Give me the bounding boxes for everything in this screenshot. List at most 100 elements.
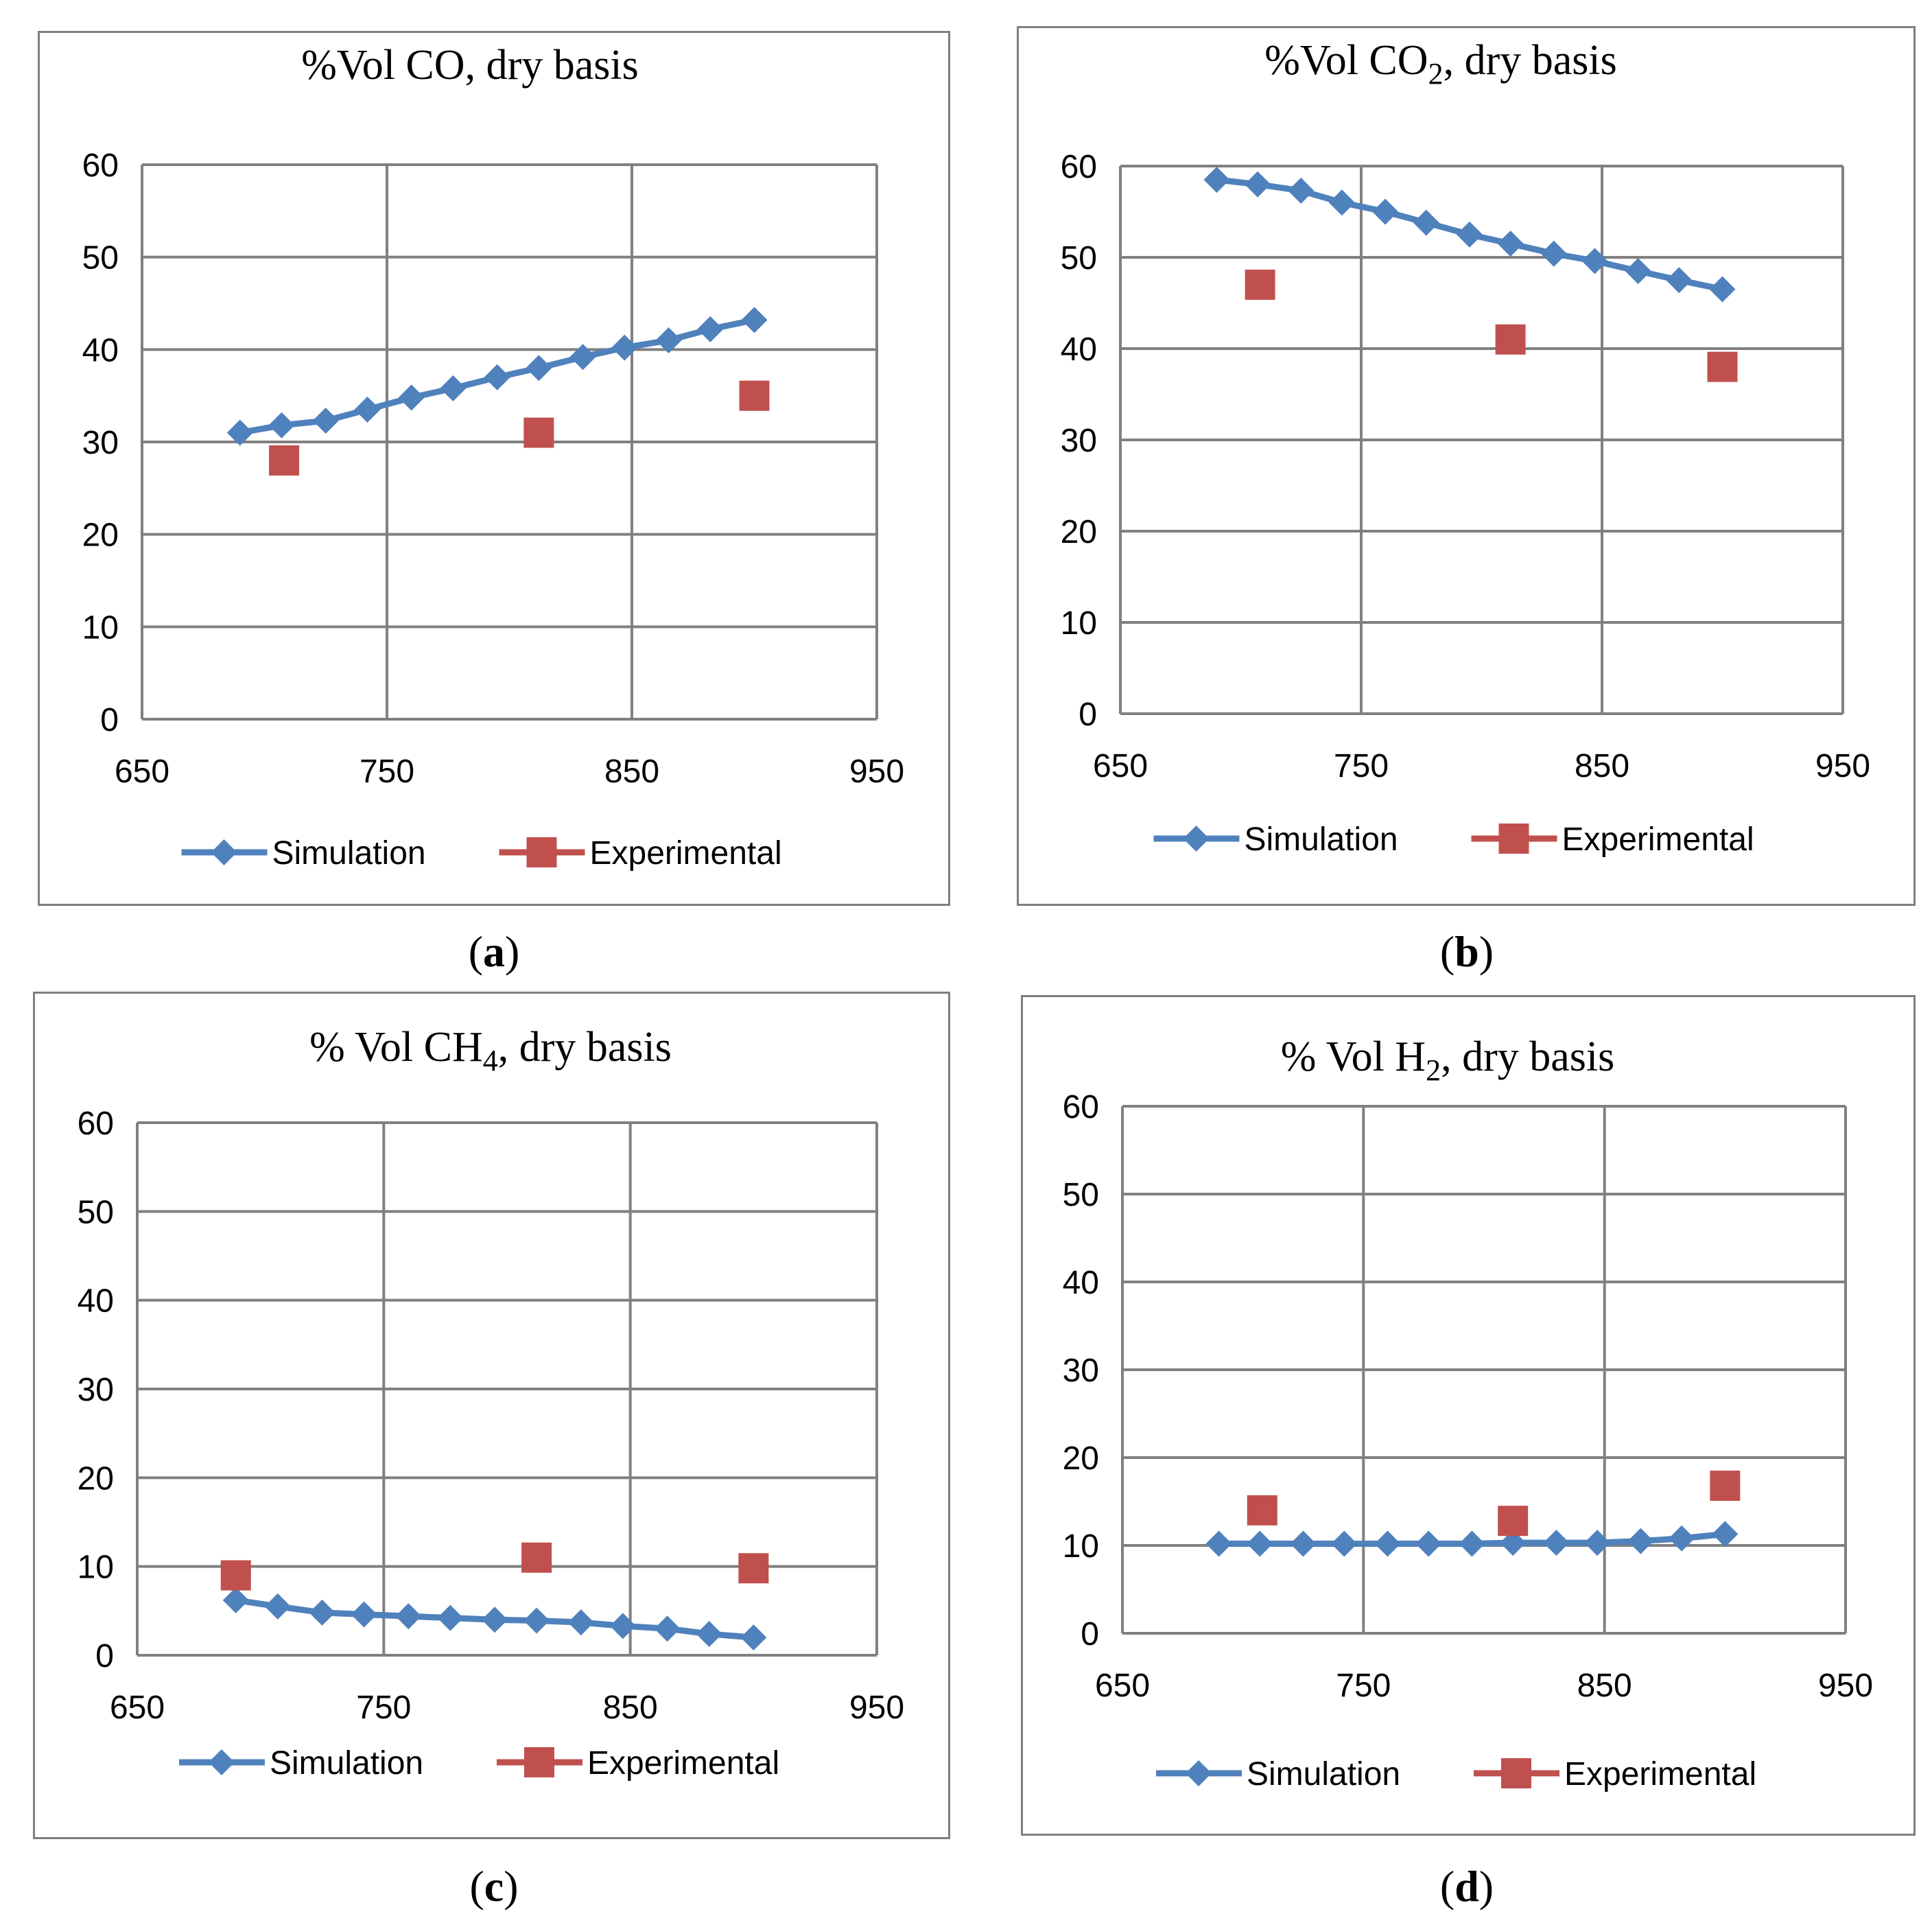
simulation-point — [740, 1624, 767, 1651]
x-tick-label: 750 — [1336, 1668, 1391, 1704]
experimental-point — [220, 1560, 251, 1591]
y-tick-label: 50 — [1063, 1177, 1099, 1213]
y-tick-label: 60 — [1063, 1089, 1099, 1125]
legend-simulation-label: Simulation — [1245, 821, 1398, 858]
chart-title: %Vol CO, dry basis — [301, 42, 638, 89]
x-tick-label: 850 — [604, 754, 659, 790]
simulation-point — [523, 1607, 550, 1634]
y-tick-label: 40 — [82, 332, 119, 369]
chart-title-rest: , dry basis — [1441, 1033, 1614, 1080]
y-tick-label: 10 — [1063, 1528, 1099, 1565]
x-tick-label: 650 — [1095, 1668, 1150, 1704]
simulation-point — [482, 1607, 508, 1633]
chart-title: %Vol CO2, dry basis — [1264, 37, 1616, 91]
simulation-point — [697, 316, 724, 342]
experimental-point — [523, 417, 554, 448]
chart-title-subscript: 2 — [1426, 1053, 1441, 1087]
simulation-point — [1543, 1530, 1570, 1556]
x-tick-label: 850 — [1577, 1668, 1632, 1704]
panel-a-frame — [38, 31, 950, 906]
x-tick-label: 650 — [1093, 748, 1148, 784]
y-tick-label: 40 — [1061, 331, 1097, 368]
simulation-point — [696, 1620, 722, 1647]
simulation-point — [1290, 1530, 1317, 1557]
y-tick-label: 20 — [78, 1460, 114, 1497]
panel-a-caption: (a) — [468, 927, 520, 976]
simulation-point — [611, 334, 638, 361]
legend-experimental-label: Experimental — [1564, 1756, 1756, 1792]
simulation-point — [440, 375, 467, 401]
simulation-point — [1500, 1530, 1527, 1556]
chart-d: % Vol H2, dry basis 0 10 20 30 40 50 60 650 750 85… — [1063, 1033, 1873, 1792]
y-tick-label: 40 — [78, 1283, 114, 1320]
legend-experimental-marker — [1501, 1758, 1531, 1788]
simulation-point — [354, 396, 381, 423]
chart-title-rest: , dry basis — [1444, 37, 1617, 84]
y-tick-label: 0 — [1079, 697, 1097, 733]
chart-title-main: %Vol CO — [301, 42, 464, 89]
chart-title: % Vol CH4, dry basis — [309, 1024, 672, 1077]
experimental-point — [1498, 1506, 1529, 1537]
simulation-point — [1581, 248, 1608, 275]
simulation-point — [1540, 240, 1567, 267]
x-tick-label: 950 — [849, 754, 904, 790]
y-tick-label: 50 — [78, 1194, 114, 1230]
chart-b: %Vol CO2, dry basis 0 10 20 30 40 50 60 650 750 85… — [1061, 37, 1870, 858]
chart-title-rest: , dry basis — [465, 42, 639, 89]
chart-title-subscript: 4 — [483, 1044, 498, 1077]
y-tick-label: 40 — [1063, 1265, 1099, 1301]
y-tick-label: 60 — [78, 1106, 114, 1142]
chart-c: % Vol CH4, dry basis 0 10 20 30 40 50 60 650 750 8… — [78, 1024, 904, 1782]
experimental-point — [1495, 324, 1526, 355]
y-tick-label: 30 — [78, 1372, 114, 1408]
chart-a: %Vol CO, dry basis 0 10 20 30 40 50 60 650 750 850… — [82, 42, 904, 872]
x-tick-label: 950 — [1815, 748, 1870, 784]
legend-simulation-label: Simulation — [272, 835, 426, 872]
x-tick-label: 850 — [603, 1690, 658, 1726]
y-tick-label: 30 — [1063, 1353, 1099, 1389]
caption-letter: a — [483, 927, 505, 976]
panel-c-caption: (c) — [469, 1862, 519, 1911]
simulation-point — [1669, 1525, 1695, 1552]
legend-simulation-marker — [1186, 1760, 1212, 1786]
chart-title-rest: , dry basis — [498, 1024, 672, 1071]
legend-experimental-label: Experimental — [587, 1745, 779, 1782]
legend-experimental-marker — [526, 837, 557, 867]
experimental-point — [1245, 269, 1275, 300]
x-tick-label: 650 — [110, 1690, 165, 1726]
simulation-point — [526, 355, 552, 382]
experimental-point — [1710, 1470, 1741, 1501]
legend-simulation-label: Simulation — [1247, 1756, 1400, 1792]
legend-simulation-marker — [211, 839, 237, 865]
simulation-point — [569, 344, 596, 371]
legend-experimental-label: Experimental — [1562, 821, 1754, 858]
y-tick-label: 10 — [82, 609, 119, 646]
y-tick-label: 20 — [82, 517, 119, 554]
simulation-point — [1331, 1530, 1358, 1557]
simulation-point — [437, 1604, 464, 1631]
y-tick-label: 50 — [82, 240, 119, 277]
simulation-point — [222, 1587, 249, 1613]
simulation-point — [1627, 1528, 1654, 1554]
simulation-point — [1245, 171, 1271, 198]
simulation-point — [655, 327, 682, 353]
chart-title: % Vol H2, dry basis — [1281, 1033, 1614, 1087]
simulation-point — [1203, 166, 1230, 193]
y-tick-label: 0 — [100, 702, 119, 738]
simulation-point — [395, 1603, 422, 1630]
simulation-point — [1712, 1521, 1739, 1548]
simulation-point — [1584, 1530, 1611, 1556]
x-tick-label: 950 — [849, 1690, 904, 1726]
simulation-point — [398, 384, 425, 411]
y-tick-label: 60 — [1061, 149, 1097, 185]
chart-title-main: % Vol CH — [309, 1024, 483, 1071]
simulation-point — [609, 1613, 636, 1639]
simulation-point — [264, 1593, 291, 1620]
simulation-point — [1497, 231, 1524, 257]
y-tick-label: 0 — [95, 1638, 114, 1674]
legend-simulation-marker — [1183, 826, 1210, 852]
chart-title-main: %Vol CO — [1264, 37, 1428, 84]
x-tick-label: 950 — [1818, 1668, 1873, 1704]
x-tick-label: 650 — [115, 754, 169, 790]
